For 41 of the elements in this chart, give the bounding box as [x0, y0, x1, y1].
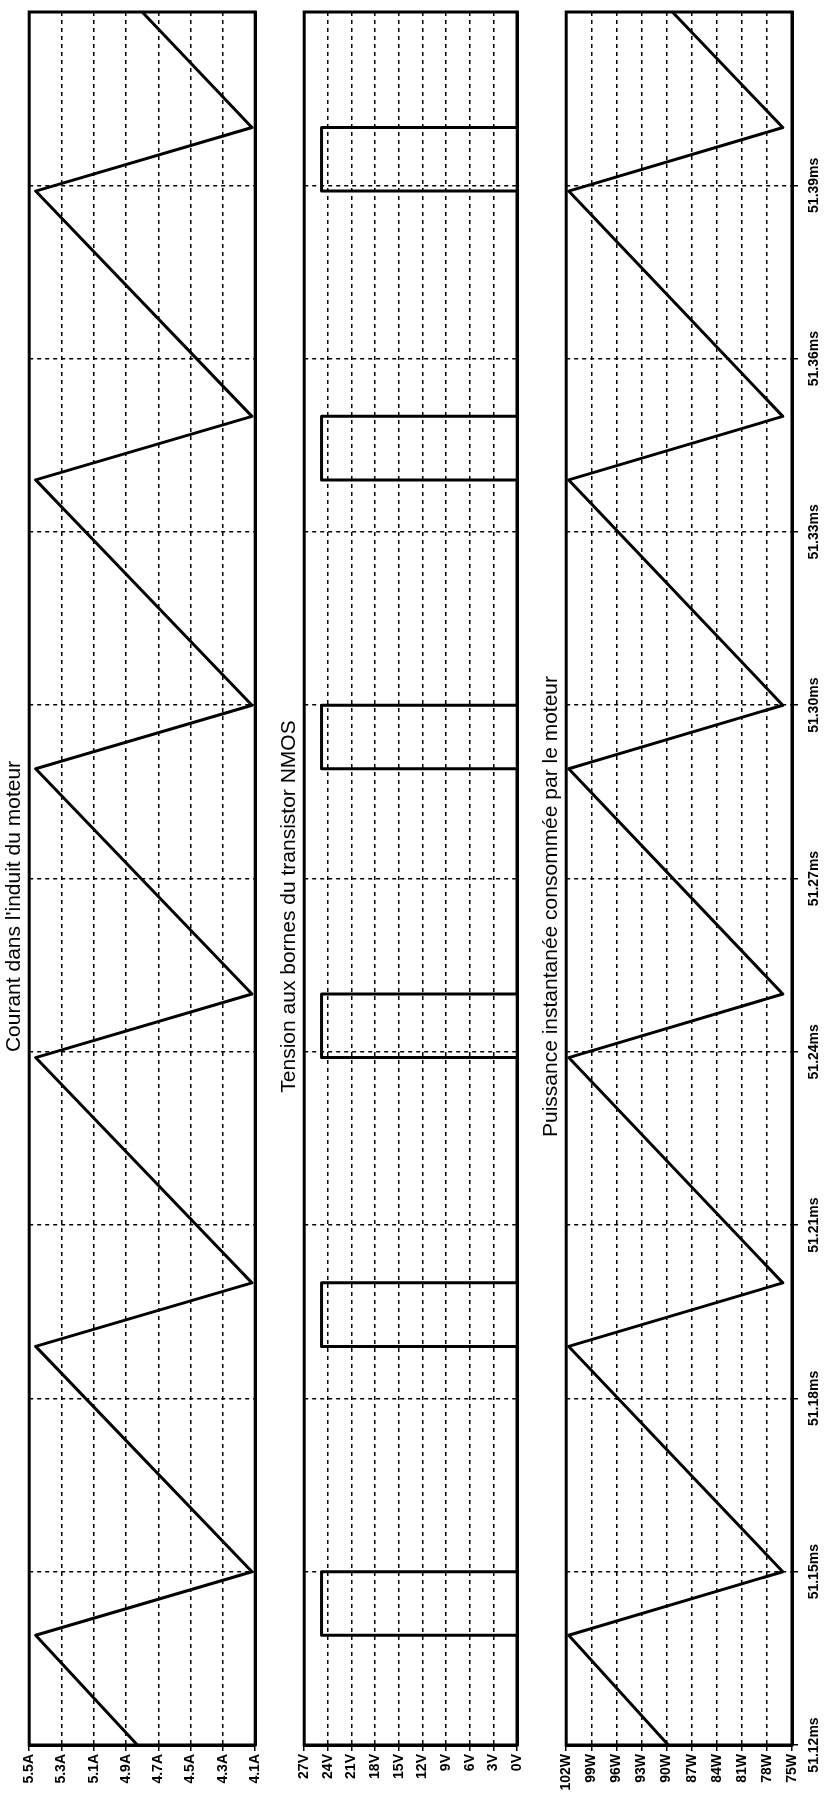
x-tick-label: 78W: [757, 1753, 774, 1783]
text: Courant dans l'induit du moteur: [1, 760, 25, 1053]
x-tick-label: 24V: [318, 1753, 335, 1779]
y-tick-label: 51.21ms: [804, 1197, 821, 1253]
x-tick-label: 12V: [413, 1753, 430, 1779]
y-tick-label: 51.24ms: [804, 1023, 821, 1080]
x-tick-label: 102W: [557, 1753, 574, 1791]
x-tick-label: 84W: [707, 1753, 724, 1783]
x-tick-label: 93W: [632, 1753, 649, 1783]
x-tick-label: 5.3A: [52, 1754, 69, 1784]
x-tick-label: 4.9A: [116, 1754, 133, 1784]
y-tick-label: 51.33ms: [804, 504, 821, 560]
x-tick-label: 90W: [657, 1753, 674, 1783]
x-tick-label: 81W: [732, 1753, 749, 1783]
y-tick-label: 51.30ms: [804, 677, 821, 733]
x-tick-label: 99W: [582, 1753, 599, 1783]
y-tick-label: 51.12ms: [804, 1717, 821, 1773]
x-tick-label: 4.7A: [149, 1754, 166, 1784]
x-tick-label: 18V: [366, 1753, 383, 1779]
x-tick-label: 0V: [508, 1753, 525, 1772]
x-tick-label: 9V: [437, 1753, 454, 1772]
x-tick-label: 5.5A: [20, 1754, 37, 1784]
x-tick-label: 75W: [782, 1753, 799, 1783]
y-tick-label: 51.39ms: [804, 157, 821, 213]
x-tick-label: 4.3A: [213, 1754, 230, 1784]
y-tick-label: 51.18ms: [804, 1370, 821, 1427]
y-tick-label: 51.27ms: [804, 850, 821, 907]
x-tick-label: 5.1A: [84, 1754, 101, 1784]
text: Tension aux bornes du transistor NMOS: [276, 720, 300, 1093]
x-tick-label: 27V: [295, 1753, 312, 1779]
x-tick-label: 4.1A: [246, 1754, 263, 1784]
x-tick-label: 21V: [342, 1753, 359, 1779]
x-tick-label: 87W: [682, 1753, 699, 1783]
x-tick-label: 4.5A: [181, 1754, 198, 1784]
x-tick-label: 6V: [460, 1753, 477, 1772]
x-tick-label: 3V: [484, 1753, 501, 1772]
x-tick-label: 15V: [389, 1753, 406, 1779]
y-tick-label: 51.36ms: [804, 330, 821, 387]
x-tick-label: 96W: [607, 1753, 624, 1783]
y-tick-label: 51.15ms: [804, 1543, 821, 1600]
text: Puissance instantanée consommée par le moteur: [538, 675, 562, 1138]
